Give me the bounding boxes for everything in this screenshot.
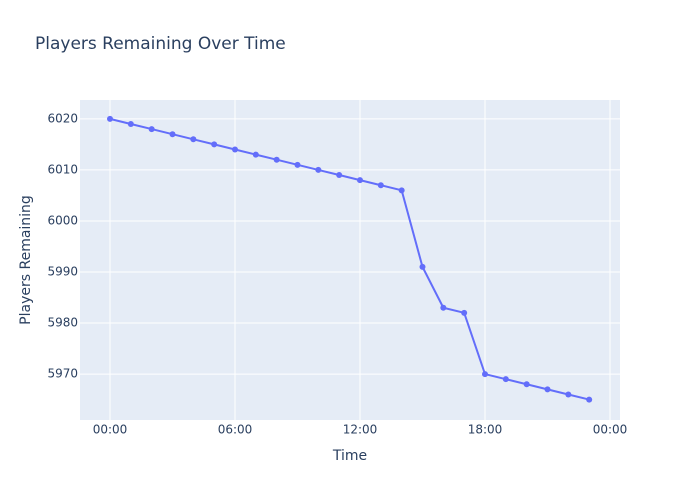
point (148, 126, 155, 133)
point (107, 115, 113, 122)
point (565, 391, 572, 398)
point (357, 177, 363, 184)
point (440, 304, 447, 311)
point (252, 151, 259, 158)
line (109, 117, 590, 401)
point (482, 371, 488, 378)
point (336, 172, 343, 179)
point (544, 386, 551, 393)
point (461, 309, 468, 316)
x-tick-label: 12:00 (343, 423, 378, 437)
x-tick-label: 18:00 (468, 423, 503, 437)
marks (107, 115, 593, 403)
y-tick-label: 5980 (47, 316, 78, 330)
point (232, 146, 238, 153)
point (419, 263, 426, 270)
point (523, 381, 530, 388)
point (377, 182, 384, 189)
x-tick-label: 00:00 (593, 423, 628, 437)
point (294, 161, 301, 168)
y-tick-label: 6000 (47, 213, 78, 227)
point (315, 166, 322, 173)
chart-title: Players Remaining Over Time (35, 34, 286, 54)
point (273, 156, 280, 163)
x-axis-title: Time (332, 448, 367, 464)
y-tick-label: 6010 (47, 162, 78, 176)
point (190, 136, 197, 143)
x-tick-label: 00:00 (93, 423, 128, 437)
y-tick-label: 5970 (47, 367, 78, 381)
point (502, 376, 509, 383)
point (127, 120, 134, 127)
point (586, 396, 593, 403)
y-tick-label: 5990 (47, 264, 78, 278)
plot-area (80, 100, 620, 420)
point (398, 187, 405, 194)
point (169, 131, 176, 138)
grid (80, 100, 620, 420)
y-axis-title: Players Remaining (18, 195, 34, 325)
point (211, 141, 218, 148)
y-tick-label: 6020 (47, 111, 78, 125)
x-tick-label: 06:00 (218, 423, 253, 437)
